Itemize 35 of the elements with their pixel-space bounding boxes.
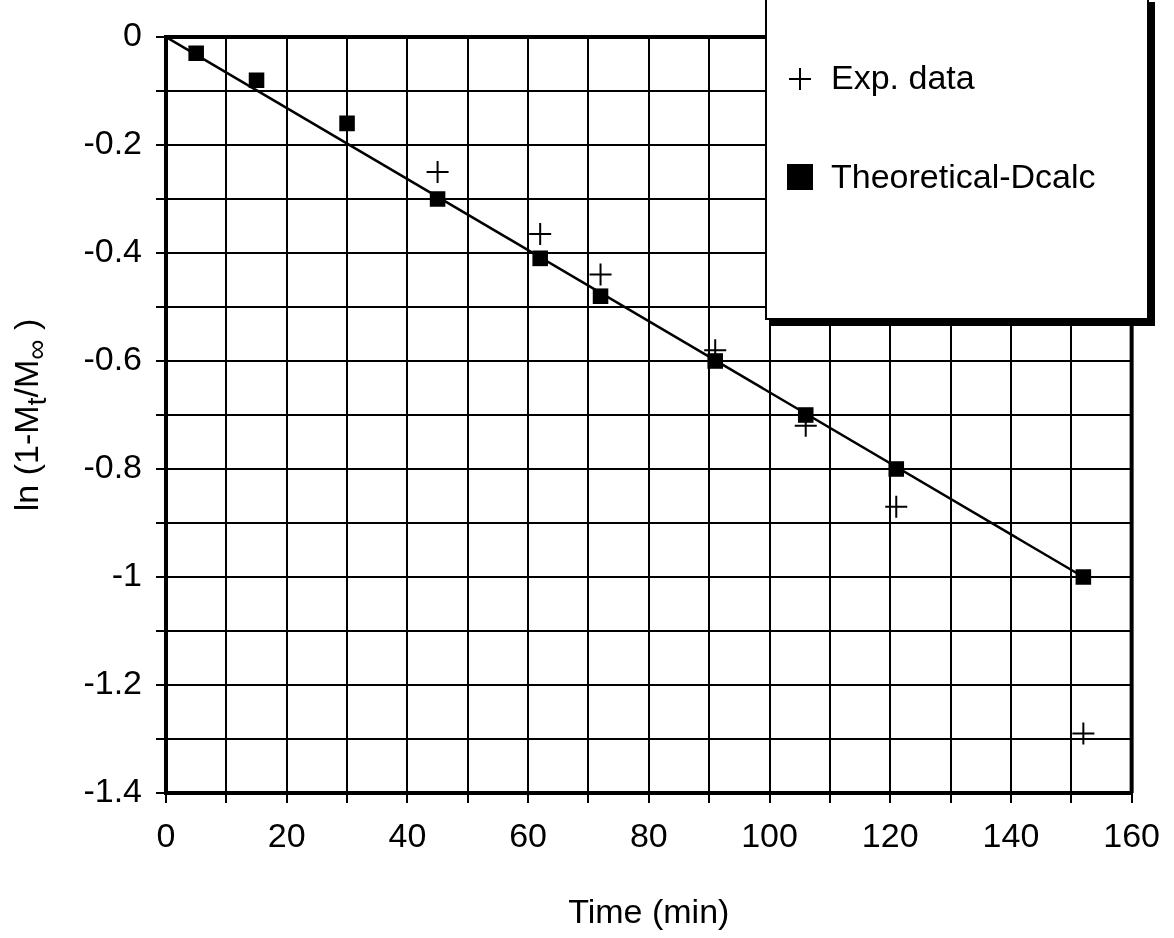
- x-tick-label: 100: [741, 815, 798, 854]
- point: [797, 407, 814, 423]
- point: [1075, 569, 1092, 585]
- point: [429, 191, 446, 207]
- x-tick-label: 0: [156, 815, 176, 854]
- point: [592, 288, 609, 304]
- x-tick-label: 160: [1103, 815, 1160, 854]
- y-tick-label: -0.6: [83, 339, 142, 378]
- x-tick-label: 80: [629, 815, 668, 854]
- point: [1072, 722, 1095, 745]
- point: [339, 115, 355, 132]
- x-tick-label: 20: [267, 815, 306, 854]
- y-tick-label: 0: [123, 15, 142, 54]
- point: [707, 353, 723, 369]
- point: [888, 461, 905, 477]
- point: [589, 263, 612, 286]
- point: [885, 495, 908, 518]
- legend-label: Exp. data: [831, 58, 975, 97]
- x-tick-label: 140: [982, 815, 1040, 854]
- legend-label: Theoretical-Dcalc: [831, 157, 1096, 196]
- y-tick-label: -1.4: [83, 771, 142, 810]
- x-tick-label: 40: [388, 815, 427, 854]
- y-tick-label: -1: [111, 555, 142, 594]
- point: [426, 161, 449, 183]
- point: [529, 223, 552, 246]
- x-tick-label: 60: [509, 815, 548, 854]
- y-tick-label: -0.8: [83, 447, 142, 486]
- x-tick-label: 120: [861, 815, 919, 854]
- point: [248, 72, 265, 88]
- point: [188, 45, 204, 61]
- y-tick-label: -0.4: [83, 231, 142, 270]
- x-axis-title: Time (min): [568, 891, 730, 930]
- y-tick-label: -1.2: [83, 663, 142, 702]
- point: [532, 250, 548, 267]
- y-tick-label: -0.2: [83, 123, 142, 162]
